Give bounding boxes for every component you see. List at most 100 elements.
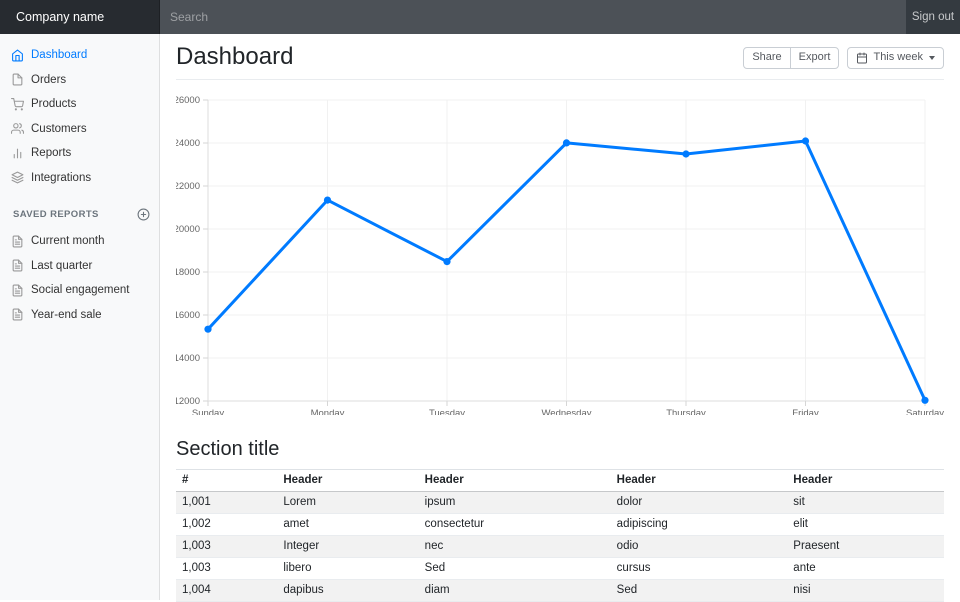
page-body: Dashboard Orders Products Customers Reports I… xyxy=(0,34,960,602)
data-point xyxy=(323,196,332,204)
y-tick-label: 18000 xyxy=(176,267,200,278)
table-cell: odio xyxy=(616,539,639,552)
period-dropdown-label: This week xyxy=(873,51,923,64)
saved-report-last-quarter[interactable]: Last quarter xyxy=(0,254,160,279)
table-header-cell: Header xyxy=(277,468,419,492)
sidebar-nav: Dashboard Orders Products Customers Reports I… xyxy=(0,43,160,190)
table-header-cell: Header xyxy=(787,468,944,492)
sidebar-item-label: Products xyxy=(31,98,77,111)
shopping-cart-icon xyxy=(11,97,24,111)
sidebar: Dashboard Orders Products Customers Reports I… xyxy=(0,34,160,600)
y-tick-label: 12000 xyxy=(176,396,200,407)
saved-reports-heading: Saved reports xyxy=(0,204,160,224)
saved-report-label: Social engagement xyxy=(31,284,130,297)
table-cell: 1,004 xyxy=(182,583,211,596)
table-cell: ante xyxy=(793,561,816,574)
x-tick-label: Sunday xyxy=(192,408,224,415)
table-cell: Praesent xyxy=(793,539,840,552)
search-container xyxy=(160,0,906,34)
data-point xyxy=(801,137,810,145)
table-cell: elit xyxy=(793,517,808,530)
table-cell: sit xyxy=(793,495,805,508)
y-tick-label: 22000 xyxy=(176,181,200,192)
table-cell: Lorem xyxy=(283,495,316,508)
line-chart-svg: 12000 14000 16000 18000 20000 22000 24000 26000… xyxy=(174,95,945,419)
share-button[interactable]: Share xyxy=(743,47,791,69)
brand[interactable]: Company name xyxy=(0,0,160,34)
add-report-button[interactable] xyxy=(137,208,150,221)
sidebar-item-reports[interactable]: Reports xyxy=(0,141,160,166)
weekly-line-chart: 12000 14000 16000 18000 20000 22000 24000 26000… xyxy=(174,90,945,419)
sidebar-item-label: Integrations xyxy=(31,171,92,184)
table-cell: Sed xyxy=(616,583,638,596)
file-text-icon xyxy=(11,259,24,272)
saved-report-social-engagement[interactable]: Social engagement xyxy=(0,278,160,303)
period-dropdown[interactable]: This week xyxy=(847,47,944,69)
table-cell: cursus xyxy=(616,561,651,574)
table-cell: dapibus xyxy=(283,583,324,596)
table-cell: libero xyxy=(283,561,312,574)
sidebar-item-customers[interactable]: Customers xyxy=(0,117,160,142)
table-cell: 1,003 xyxy=(182,561,211,574)
saved-report-label: Year-end sale xyxy=(31,308,102,321)
y-tick-label: 24000 xyxy=(176,138,200,149)
share-export-group: Share Export xyxy=(743,47,840,69)
table-cell: ipsum xyxy=(424,495,456,508)
x-tick-label: Friday xyxy=(792,408,819,415)
data-point xyxy=(682,150,690,158)
saved-report-year-end-sale[interactable]: Year-end sale xyxy=(0,303,160,328)
page-title: Dashboard xyxy=(176,43,294,70)
calendar-icon xyxy=(856,52,868,64)
table-body: 1,001 Lorem ipsum dolor sit 1,002 amet consecte… xyxy=(176,491,944,602)
table-cell: Sed xyxy=(424,561,446,574)
table-cell: diam xyxy=(424,583,450,596)
bar-chart-icon xyxy=(11,147,24,160)
export-button[interactable]: Export xyxy=(789,47,840,69)
sidebar-item-label: Reports xyxy=(31,147,72,160)
y-tick-label: 26000 xyxy=(176,95,200,106)
x-tick-label: Monday xyxy=(311,408,345,415)
search-input[interactable] xyxy=(160,0,906,34)
file-text-icon xyxy=(11,308,24,321)
sidebar-item-dashboard[interactable]: Dashboard xyxy=(0,43,160,68)
table-cell: 1,002 xyxy=(182,517,211,530)
saved-report-label: Last quarter xyxy=(31,259,93,272)
sidebar-item-label: Dashboard xyxy=(31,49,88,62)
x-tick-label: Tuesday xyxy=(429,408,465,415)
table-header-cell: # xyxy=(176,468,278,492)
data-point xyxy=(562,139,571,147)
table-header-cell: Header xyxy=(610,468,788,492)
table-row: 1,001 Lorem ipsum dolor sit xyxy=(176,491,944,514)
sidebar-item-orders[interactable]: Orders xyxy=(0,68,160,93)
file-icon xyxy=(11,73,24,86)
table-cell: adipiscing xyxy=(616,517,668,530)
table-header-row: # Header Header Header Header xyxy=(176,468,944,492)
table-cell: 1,001 xyxy=(182,495,211,508)
table-cell: amet xyxy=(283,517,309,530)
section-title: Section title xyxy=(176,437,280,460)
x-tick-label: Wednesday xyxy=(542,408,592,415)
x-tick-label: Thursday xyxy=(666,408,706,415)
sidebar-item-products[interactable]: Products xyxy=(0,92,160,117)
saved-report-current-month[interactable]: Current month xyxy=(0,229,160,254)
sidebar-item-integrations[interactable]: Integrations xyxy=(0,166,160,191)
saved-report-label: Current month xyxy=(31,235,105,248)
layers-icon xyxy=(11,171,24,184)
table-cell: nec xyxy=(424,539,444,552)
page-header: Dashboard Share Export This week xyxy=(176,34,944,80)
y-tick-label: 16000 xyxy=(176,310,200,321)
sign-out-link[interactable]: Sign out xyxy=(911,11,955,23)
file-text-icon xyxy=(11,284,24,297)
table-cell: 1,003 xyxy=(182,539,211,552)
data-point xyxy=(204,325,212,333)
chevron-down-icon xyxy=(929,55,935,60)
table-cell: Integer xyxy=(283,539,320,552)
home-icon xyxy=(11,49,24,62)
data-point xyxy=(443,257,451,265)
table-cell: nisi xyxy=(793,583,811,596)
table-row: 1,004 dapibus diam Sed nisi xyxy=(176,579,944,602)
table-header-cell: Header xyxy=(418,468,611,492)
users-icon xyxy=(11,122,24,135)
file-text-icon xyxy=(11,235,24,248)
data-table: # Header Header Header Header 1,001 Lorem ipsu… xyxy=(176,468,944,602)
